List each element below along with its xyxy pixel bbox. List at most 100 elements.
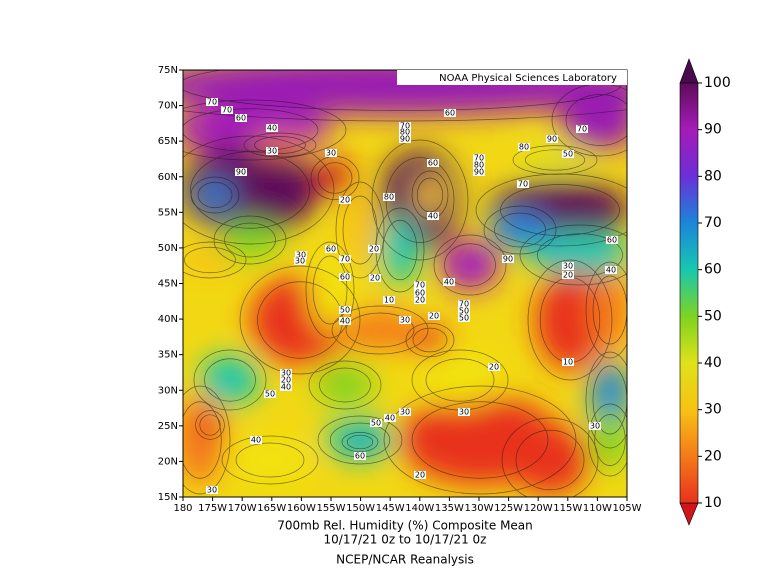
contour-line (425, 358, 495, 402)
contour-line (183, 135, 335, 245)
x-tick-label: 170W (228, 503, 257, 514)
contour-line (221, 435, 319, 485)
contour-label: 40 (339, 317, 351, 326)
contour-label-bg (294, 257, 306, 265)
contour-label: 20 (414, 296, 426, 305)
contour-label: 90 (546, 135, 558, 144)
contour-label-bg (562, 271, 574, 279)
colorbar-tick-label: 60 (704, 262, 722, 278)
contour-label-bg (221, 106, 233, 114)
contour-label: 10 (562, 358, 574, 367)
contour-label-text: 60 (445, 109, 455, 118)
colorbar-tick-label: 80 (704, 168, 722, 184)
contour-label-text: 80 (474, 161, 484, 170)
contour-line (317, 415, 403, 465)
contour-label-text: 20 (281, 376, 291, 385)
contour-label-bg (266, 147, 278, 155)
caption: 10/17/21 0z to 10/17/21 0z (324, 533, 487, 547)
contour-label-bg (502, 255, 514, 263)
x-tick-label: 130W (465, 503, 494, 514)
colorbar-tick-label: 90 (704, 122, 722, 138)
contour-label-text: 30 (400, 408, 410, 417)
contour-label-text: 20 (370, 274, 380, 283)
y-tick-label: 45N (158, 279, 178, 290)
contour-label-bg (488, 363, 500, 371)
caption: 700mb Rel. Humidity (%) Composite Mean (277, 519, 533, 533)
contour-line (193, 349, 267, 411)
contour-line (444, 243, 496, 287)
contour-line (183, 99, 347, 161)
contour-label-text: 90 (400, 135, 410, 144)
contour-label-bg (444, 109, 456, 117)
contour-line (382, 219, 418, 281)
contour-line (239, 265, 361, 375)
y-tick-label: 25N (158, 421, 178, 432)
x-tick-label: 145W (376, 503, 405, 514)
humidity-region (592, 410, 627, 470)
contour-label: 30 (206, 486, 218, 495)
contour-label-text: 40 (444, 278, 454, 287)
contour-label: 30 (325, 149, 337, 158)
contour-label-bg (576, 125, 588, 133)
contour-label: 20 (414, 471, 426, 480)
contour-label: 20 (280, 376, 292, 385)
contour-label: 30 (589, 422, 601, 431)
contour-label-text: 80 (400, 128, 410, 137)
humidity-region (510, 425, 590, 495)
contour-label: 70 (517, 180, 529, 189)
contour-label: 20 (428, 312, 440, 321)
contour-label-bg (369, 274, 381, 282)
contour-label-text: 60 (326, 245, 336, 254)
y-tick-label: 60N (158, 172, 178, 183)
contour-label: 30 (458, 408, 470, 417)
logo-text: NOAA Physical Sciences Laboratory (439, 73, 617, 84)
y-tick-label: 15N (158, 492, 178, 503)
contour-label-bg (339, 255, 351, 263)
contour-line (254, 136, 306, 154)
contour-label-text: 30 (326, 149, 336, 158)
contour-line (537, 233, 623, 277)
contour-label: 30 (280, 369, 292, 378)
contour-label-text: 30 (207, 486, 217, 495)
y-tick-label: 70N (158, 101, 178, 112)
humidity-region (195, 180, 235, 210)
contour-label: 70 (473, 154, 485, 163)
contour-label-bg (280, 383, 292, 391)
contour-label-bg (562, 262, 574, 270)
contour-label-text: 30 (459, 408, 469, 417)
colorbar-tick-label: 30 (704, 402, 722, 418)
x-tick-label: 165W (257, 503, 286, 514)
contour-label: 50 (562, 150, 574, 159)
humidity-region (530, 230, 627, 280)
humidity-region (490, 210, 550, 250)
contour-label-bg (517, 180, 529, 188)
caption: NCEP/NCAR Reanalysis (336, 553, 474, 567)
humidity-region (410, 326, 450, 354)
x-tick-label: 175W (198, 503, 227, 514)
contour-label-text: 30 (267, 147, 277, 156)
contour-label-bg (428, 312, 440, 320)
contour-label-bg (235, 168, 247, 176)
contour-label-bg (383, 296, 395, 304)
contour-line (371, 139, 469, 261)
contour-label-text: 60 (355, 452, 365, 461)
y-tick-label: 65N (158, 136, 178, 147)
contour-label: 50 (458, 314, 470, 323)
x-tick-label: 155W (317, 503, 346, 514)
contour-label-text: 70 (577, 125, 587, 134)
contour-label: 40 (605, 266, 617, 275)
contour-line (184, 246, 236, 274)
contour-label-bg (383, 193, 395, 201)
contour-label-bg (264, 390, 276, 398)
contour-label-bg (562, 358, 574, 366)
contour-label-text: 20 (563, 271, 573, 280)
contour-label: 80 (383, 193, 395, 202)
colorbar-tick-label: 70 (704, 215, 722, 231)
contour-label-bg (235, 114, 247, 122)
contour-label-bg (399, 408, 411, 416)
contour-label-text: 30 (563, 262, 573, 271)
contour-label-text: 30 (590, 422, 600, 431)
colorbar-tick-label: 100 (704, 75, 731, 91)
contour-line (592, 365, 627, 435)
contour-line (317, 162, 353, 194)
